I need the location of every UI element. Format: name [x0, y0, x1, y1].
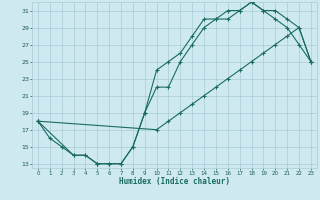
X-axis label: Humidex (Indice chaleur): Humidex (Indice chaleur)	[119, 177, 230, 186]
